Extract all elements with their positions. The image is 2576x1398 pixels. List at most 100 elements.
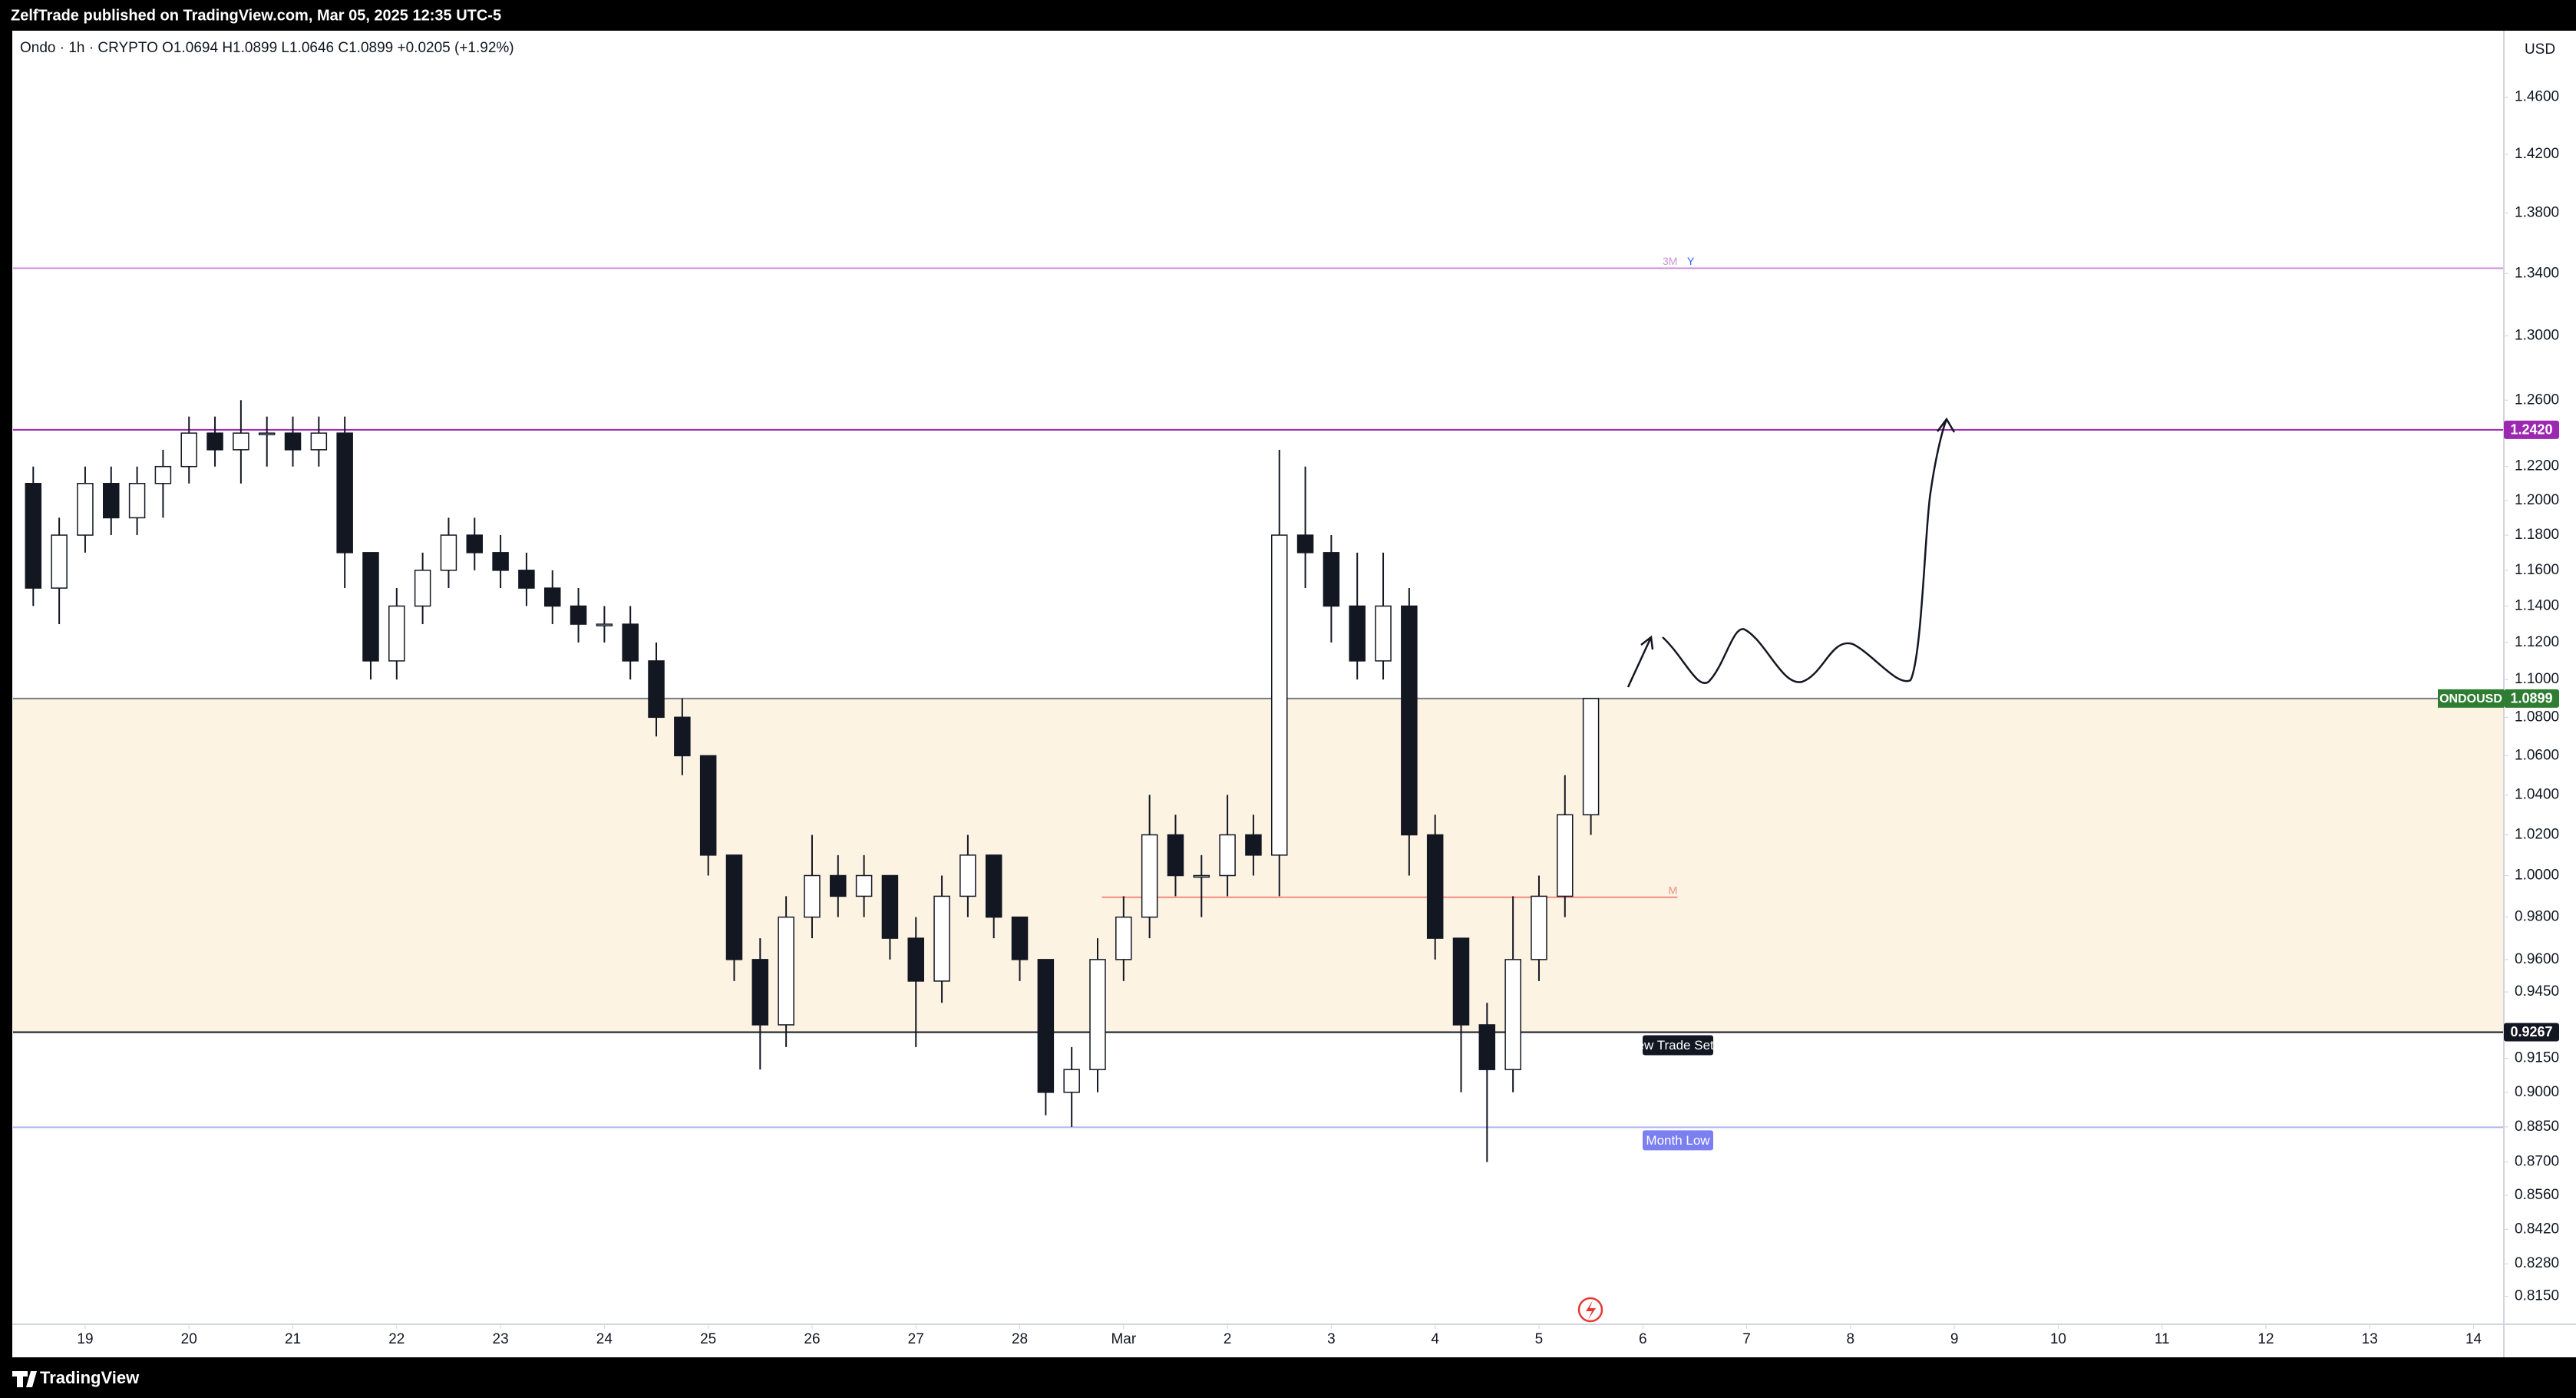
candle-body xyxy=(1478,1024,1496,1070)
y-tick-label: 0.8700 xyxy=(2515,1154,2559,1170)
candle-body xyxy=(699,755,717,856)
candle-body xyxy=(51,534,68,589)
candle-body xyxy=(1141,834,1158,918)
candle-body xyxy=(284,432,302,451)
candle-body xyxy=(674,716,691,757)
legend: Ondo · 1h · CRYPTO O1.0694 H1.0899 L1.06… xyxy=(20,40,514,56)
candle-body xyxy=(778,916,794,1026)
projection-path xyxy=(1662,417,1956,684)
candle-body xyxy=(103,483,120,519)
x-tick-label: 3 xyxy=(1327,1331,1336,1347)
y-tick-label: 0.9600 xyxy=(2515,951,2559,967)
header-bar xyxy=(0,0,2576,31)
x-tick-label: 26 xyxy=(804,1331,820,1347)
candle-body xyxy=(1557,814,1574,897)
x-tick-label: 25 xyxy=(700,1331,716,1347)
symbol-badge xyxy=(2438,689,2504,708)
y-tick-label: 0.9450 xyxy=(2515,983,2559,1000)
candle-body xyxy=(622,623,639,662)
y-tick-label: 1.4200 xyxy=(2515,146,2559,162)
footer-brand: TradingView xyxy=(40,1368,140,1387)
x-tick-label: Mar xyxy=(1111,1331,1136,1347)
x-tick-label: 6 xyxy=(1639,1331,1647,1347)
candle-body xyxy=(128,483,146,519)
candle-body xyxy=(1193,874,1210,878)
note-badge xyxy=(1643,1130,1713,1151)
candle-body xyxy=(596,623,613,626)
price-badge-label: 1.0899 xyxy=(2510,691,2552,706)
y-tick-label: 1.0600 xyxy=(2515,747,2559,763)
y-tick-label: 1.1800 xyxy=(2515,527,2559,543)
x-tick-label: 11 xyxy=(2155,1331,2170,1347)
price-badge-label: 1.2420 xyxy=(2510,422,2552,438)
candle-body xyxy=(310,432,328,451)
candle-body xyxy=(466,534,484,554)
y-tick-label: 0.8850 xyxy=(2515,1119,2559,1135)
candle-body xyxy=(1219,834,1236,877)
candle-body xyxy=(830,874,847,897)
candle-body xyxy=(336,432,353,554)
candle-body xyxy=(1296,534,1314,554)
y-tick-label: 0.9150 xyxy=(2515,1050,2559,1066)
candle-body xyxy=(985,854,1002,918)
candle-body xyxy=(1452,937,1470,1026)
alert-bolt xyxy=(1586,1301,1596,1320)
candle-body xyxy=(180,432,197,468)
x-tick-label: 7 xyxy=(1742,1331,1751,1347)
level-tag: Y xyxy=(1687,255,1695,267)
y-tick-label: 1.0200 xyxy=(2515,826,2559,842)
candle-body xyxy=(206,432,223,451)
x-tick-label: 5 xyxy=(1535,1331,1544,1347)
footer-bar xyxy=(0,1357,2576,1398)
candle-body xyxy=(543,587,561,607)
x-tick-label: 10 xyxy=(2050,1331,2066,1347)
candle-body xyxy=(77,483,94,536)
left-border xyxy=(0,31,12,1357)
candle-body xyxy=(492,552,509,571)
candle-body xyxy=(570,605,587,625)
y-tick-label: 1.4600 xyxy=(2515,89,2559,105)
y-tick-label: 1.3000 xyxy=(2515,328,2559,344)
x-tick-label: 13 xyxy=(2362,1331,2378,1347)
y-tick-label: 0.9000 xyxy=(2515,1084,2559,1100)
header: ZelfTrade published on TradingView.com, … xyxy=(11,7,501,24)
x-tick-label: 12 xyxy=(2257,1331,2274,1347)
y-tick-label: 1.0800 xyxy=(2515,709,2559,725)
candle-body xyxy=(1167,834,1184,877)
y-tick-label: 1.2600 xyxy=(2515,392,2559,408)
candle-body xyxy=(1011,916,1029,960)
x-tick-label: 23 xyxy=(493,1331,509,1347)
y-tick-label: 1.0400 xyxy=(2515,786,2559,802)
candle-body xyxy=(1426,834,1444,939)
x-tick-label: 19 xyxy=(77,1331,93,1347)
candle-body xyxy=(751,959,769,1026)
note-label: New Trade Setup xyxy=(1627,1038,1728,1053)
y-tick-label: 0.8150 xyxy=(2515,1288,2559,1304)
note-badge xyxy=(1643,1035,1713,1056)
price-badge xyxy=(2504,420,2559,439)
y-tick-label: 0.8420 xyxy=(2515,1221,2559,1237)
x-tick-label: 28 xyxy=(1012,1331,1028,1347)
y-tick-label: 1.2000 xyxy=(2515,492,2559,508)
candle-body xyxy=(725,854,743,960)
zone xyxy=(13,698,2504,1033)
price-badge xyxy=(2504,689,2559,708)
note-label: Month Low xyxy=(1646,1133,1710,1148)
candle-body xyxy=(440,534,457,571)
candle-body xyxy=(233,432,249,451)
candle-body xyxy=(933,895,950,982)
y-tick-label: 0.8280 xyxy=(2515,1255,2559,1271)
candle-body xyxy=(1531,895,1547,960)
x-tick-label: 20 xyxy=(181,1331,197,1347)
projection-arrow xyxy=(1627,635,1654,688)
price-badge-label: 0.9267 xyxy=(2510,1024,2552,1039)
x-tick-label: 24 xyxy=(596,1331,613,1347)
candle-body xyxy=(362,552,379,662)
candle-body xyxy=(414,570,431,607)
candle-body xyxy=(804,874,821,918)
candle-body xyxy=(1245,834,1262,856)
y-tick-label: 1.3400 xyxy=(2515,265,2559,281)
candle-body xyxy=(1375,605,1392,662)
candle-body xyxy=(258,432,276,435)
y-tick-label: 0.8560 xyxy=(2515,1187,2559,1203)
